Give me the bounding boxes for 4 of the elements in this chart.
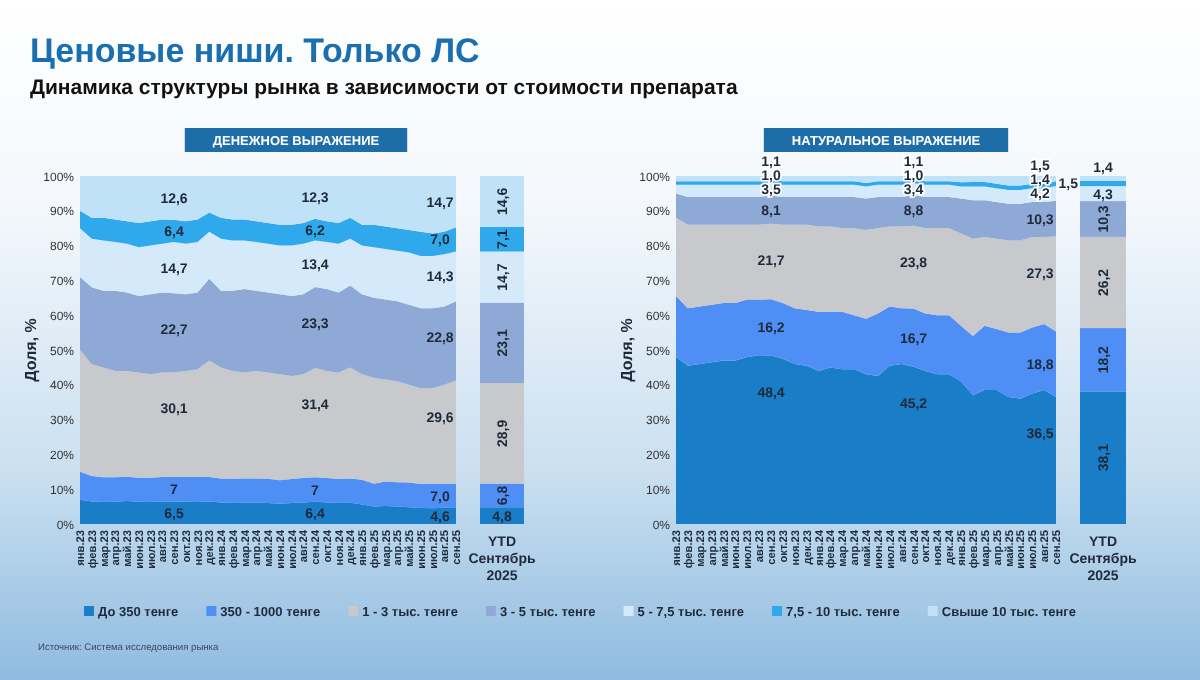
y-axis-title: Доля, % [618,318,636,382]
y-axis-title: Доля, % [22,318,40,382]
text: Динамика структуры рынка в зависимости от стоимости препарата [30,76,738,100]
text: Ценовые ниши. Только ЛС [30,32,480,70]
